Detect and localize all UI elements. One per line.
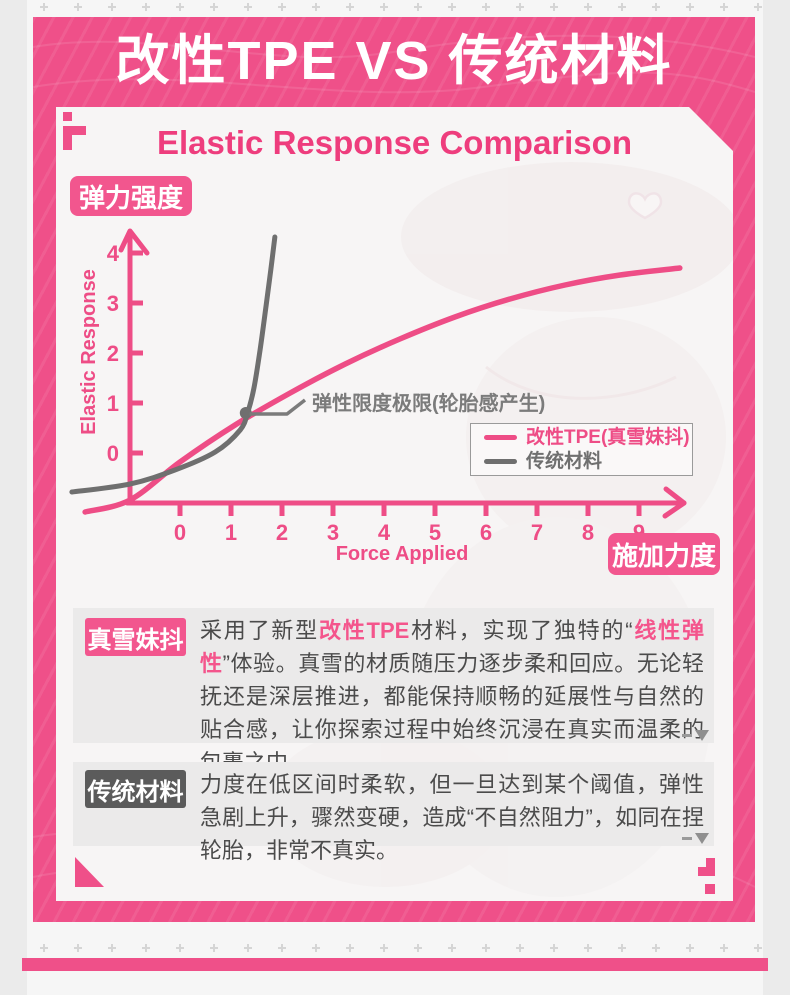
emphasis-text: 线性弹性 [200,618,704,676]
info-block-badge: 传统材料 [85,770,186,808]
legend-row: 改性TPE(真雪妹抖) [484,428,692,447]
corner-pixel-decor-tl [72,126,86,135]
corner-pixel-decor-tl [63,126,72,150]
body-text: ”体验。真雪的材质随压力逐步柔和回应。无论轻抚还是深层推进，都能保持顺畅的延展性… [200,651,704,775]
corner-pixel-decor-tl [63,112,72,121]
info-block-tpe: 真雪妹抖 采用了新型改性TPE材料，实现了独特的“线性弹性”体验。真雪的材质随压… [73,608,714,775]
body-text: 材料，实现了独特的“ [409,618,633,643]
corner-arrow-icon [682,833,709,844]
chart-legend: 改性TPE(真雪妹抖) 传统材料 [470,423,693,476]
legend-row: 传统材料 [484,452,692,471]
info-block-traditional: 传统材料 力度在低区间时柔软，但一旦达到某个阈值，弹性急剧上升，骤然变硬，造成“… [73,762,714,863]
page-title: 改性TPE VS 传统材料 [115,31,673,91]
legend-label: 改性TPE(真雪妹抖) [526,427,690,448]
corner-pixel-decor-br [706,858,715,876]
legend-label: 传统材料 [526,451,603,472]
legend-swatch [484,435,517,440]
y-axis-badge: 弹力强度 [70,176,192,216]
corner-arrow-icon [682,730,709,741]
body-text: 力度在低区间时柔软，但一旦达到某个阈值，弹性急剧上升，骤然变硬，造成“不自然阻力… [200,772,704,863]
info-block-paragraph: 采用了新型改性TPE材料，实现了独特的“线性弹性”体验。真雪的材质随压力逐步柔和… [200,614,704,779]
x-axis-badge: 施加力度 [608,533,720,575]
emphasis-text: 改性TPE [318,618,410,643]
body-text: 采用了新型 [200,618,319,643]
info-block-paragraph: 力度在低区间时柔软，但一旦达到某个阈值，弹性急剧上升，骤然变硬，造成“不自然阻力… [200,768,704,867]
bottom-accent-bar [22,958,768,971]
chart-heading: Elastic Response Comparison [157,124,632,161]
corner-pixel-decor-br [705,884,715,894]
legend-swatch [484,459,517,464]
info-block-badge: 真雪妹抖 [85,618,186,656]
